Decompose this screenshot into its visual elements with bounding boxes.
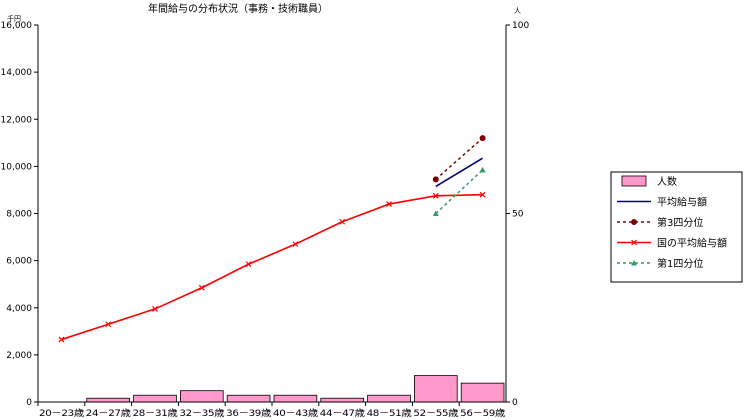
chart-title: 年間給与の分布状況（事務・技術職員） bbox=[148, 2, 328, 15]
left-tick-label-7: 12,000 bbox=[1, 115, 33, 125]
series-2-line bbox=[435, 137, 484, 180]
left-tick-label-1: 0 bbox=[26, 398, 32, 408]
left-axis-unit: 千円 bbox=[7, 14, 21, 23]
legend-item-5-marker bbox=[631, 260, 637, 266]
bar-10 bbox=[460, 382, 505, 403]
bar-2 bbox=[86, 397, 131, 403]
series-4-line bbox=[435, 169, 484, 215]
x-tick-label-1: 20－23歳 bbox=[39, 407, 84, 419]
x-tick-label-7: 44－47歳 bbox=[320, 407, 365, 419]
x-tick-label-10: 56－59歳 bbox=[460, 407, 505, 419]
series-3-point-8 bbox=[386, 201, 392, 207]
series-2-point-1 bbox=[432, 176, 439, 183]
bar-6 bbox=[273, 394, 318, 403]
x-tick-label-8: 48－51歳 bbox=[367, 407, 412, 419]
left-tick-label-5: 8,000 bbox=[6, 210, 32, 220]
series-3-point-10 bbox=[479, 191, 486, 198]
legend-item-5-label: 第1四分位 bbox=[657, 257, 703, 270]
left-tick-label-4: 6,000 bbox=[6, 257, 32, 267]
series-3-line bbox=[61, 193, 483, 341]
series-3-point-9 bbox=[432, 192, 439, 199]
left-tick-label-2: 2,000 bbox=[6, 351, 32, 361]
series-3-point-1 bbox=[58, 336, 65, 343]
series-3-point-7 bbox=[339, 218, 346, 225]
legend-item-2-label: 平均給与額 bbox=[657, 196, 707, 209]
series-3-point-3 bbox=[152, 306, 158, 312]
series-3-point-2 bbox=[105, 321, 112, 328]
series-1-line bbox=[435, 157, 484, 188]
bar-8 bbox=[367, 394, 411, 403]
legend-item-1-swatch bbox=[621, 175, 647, 187]
right-axis-unit: 人 bbox=[514, 7, 521, 15]
series-3-point-4 bbox=[198, 284, 205, 291]
left-tick-label-9: 16,000 bbox=[1, 21, 33, 31]
legend-item-3-label: 第3四分位 bbox=[657, 216, 703, 229]
legend-item-4-marker bbox=[631, 239, 637, 246]
series-3-point-6 bbox=[292, 241, 299, 248]
legend-item-1-label: 人数 bbox=[657, 175, 677, 188]
right-tick-label-1: 0 bbox=[512, 398, 518, 408]
legend-item-3-marker bbox=[631, 219, 637, 225]
left-tick-label-6: 10,000 bbox=[1, 162, 33, 172]
x-tick-label-5: 36－39歳 bbox=[226, 407, 271, 419]
left-tick-label-8: 14,000 bbox=[1, 68, 33, 78]
series-4-point-1 bbox=[432, 210, 439, 216]
bar-7 bbox=[320, 397, 364, 403]
x-tick-label-3: 28－31歳 bbox=[133, 407, 178, 419]
bar-5 bbox=[226, 394, 271, 403]
series-4-point-2 bbox=[479, 166, 486, 173]
x-tick-label-9: 52－55歳 bbox=[413, 407, 458, 419]
x-tick-label-6: 40－43歳 bbox=[273, 407, 318, 419]
series-2-point-2 bbox=[479, 135, 486, 142]
bar-3 bbox=[133, 394, 177, 403]
bar-4 bbox=[179, 390, 224, 403]
x-tick-label-2: 24－27歳 bbox=[86, 407, 131, 419]
right-tick-label-3: 100 bbox=[512, 21, 529, 31]
right-tick-label-2: 50 bbox=[512, 210, 524, 220]
bar-9 bbox=[413, 375, 458, 403]
legend-item-4-label: 国の平均給与額 bbox=[657, 237, 727, 250]
left-tick-label-3: 4,000 bbox=[6, 304, 32, 314]
plot-area bbox=[38, 25, 506, 402]
series-3-point-5 bbox=[245, 261, 252, 268]
x-tick-label-4: 32－35歳 bbox=[179, 407, 224, 419]
